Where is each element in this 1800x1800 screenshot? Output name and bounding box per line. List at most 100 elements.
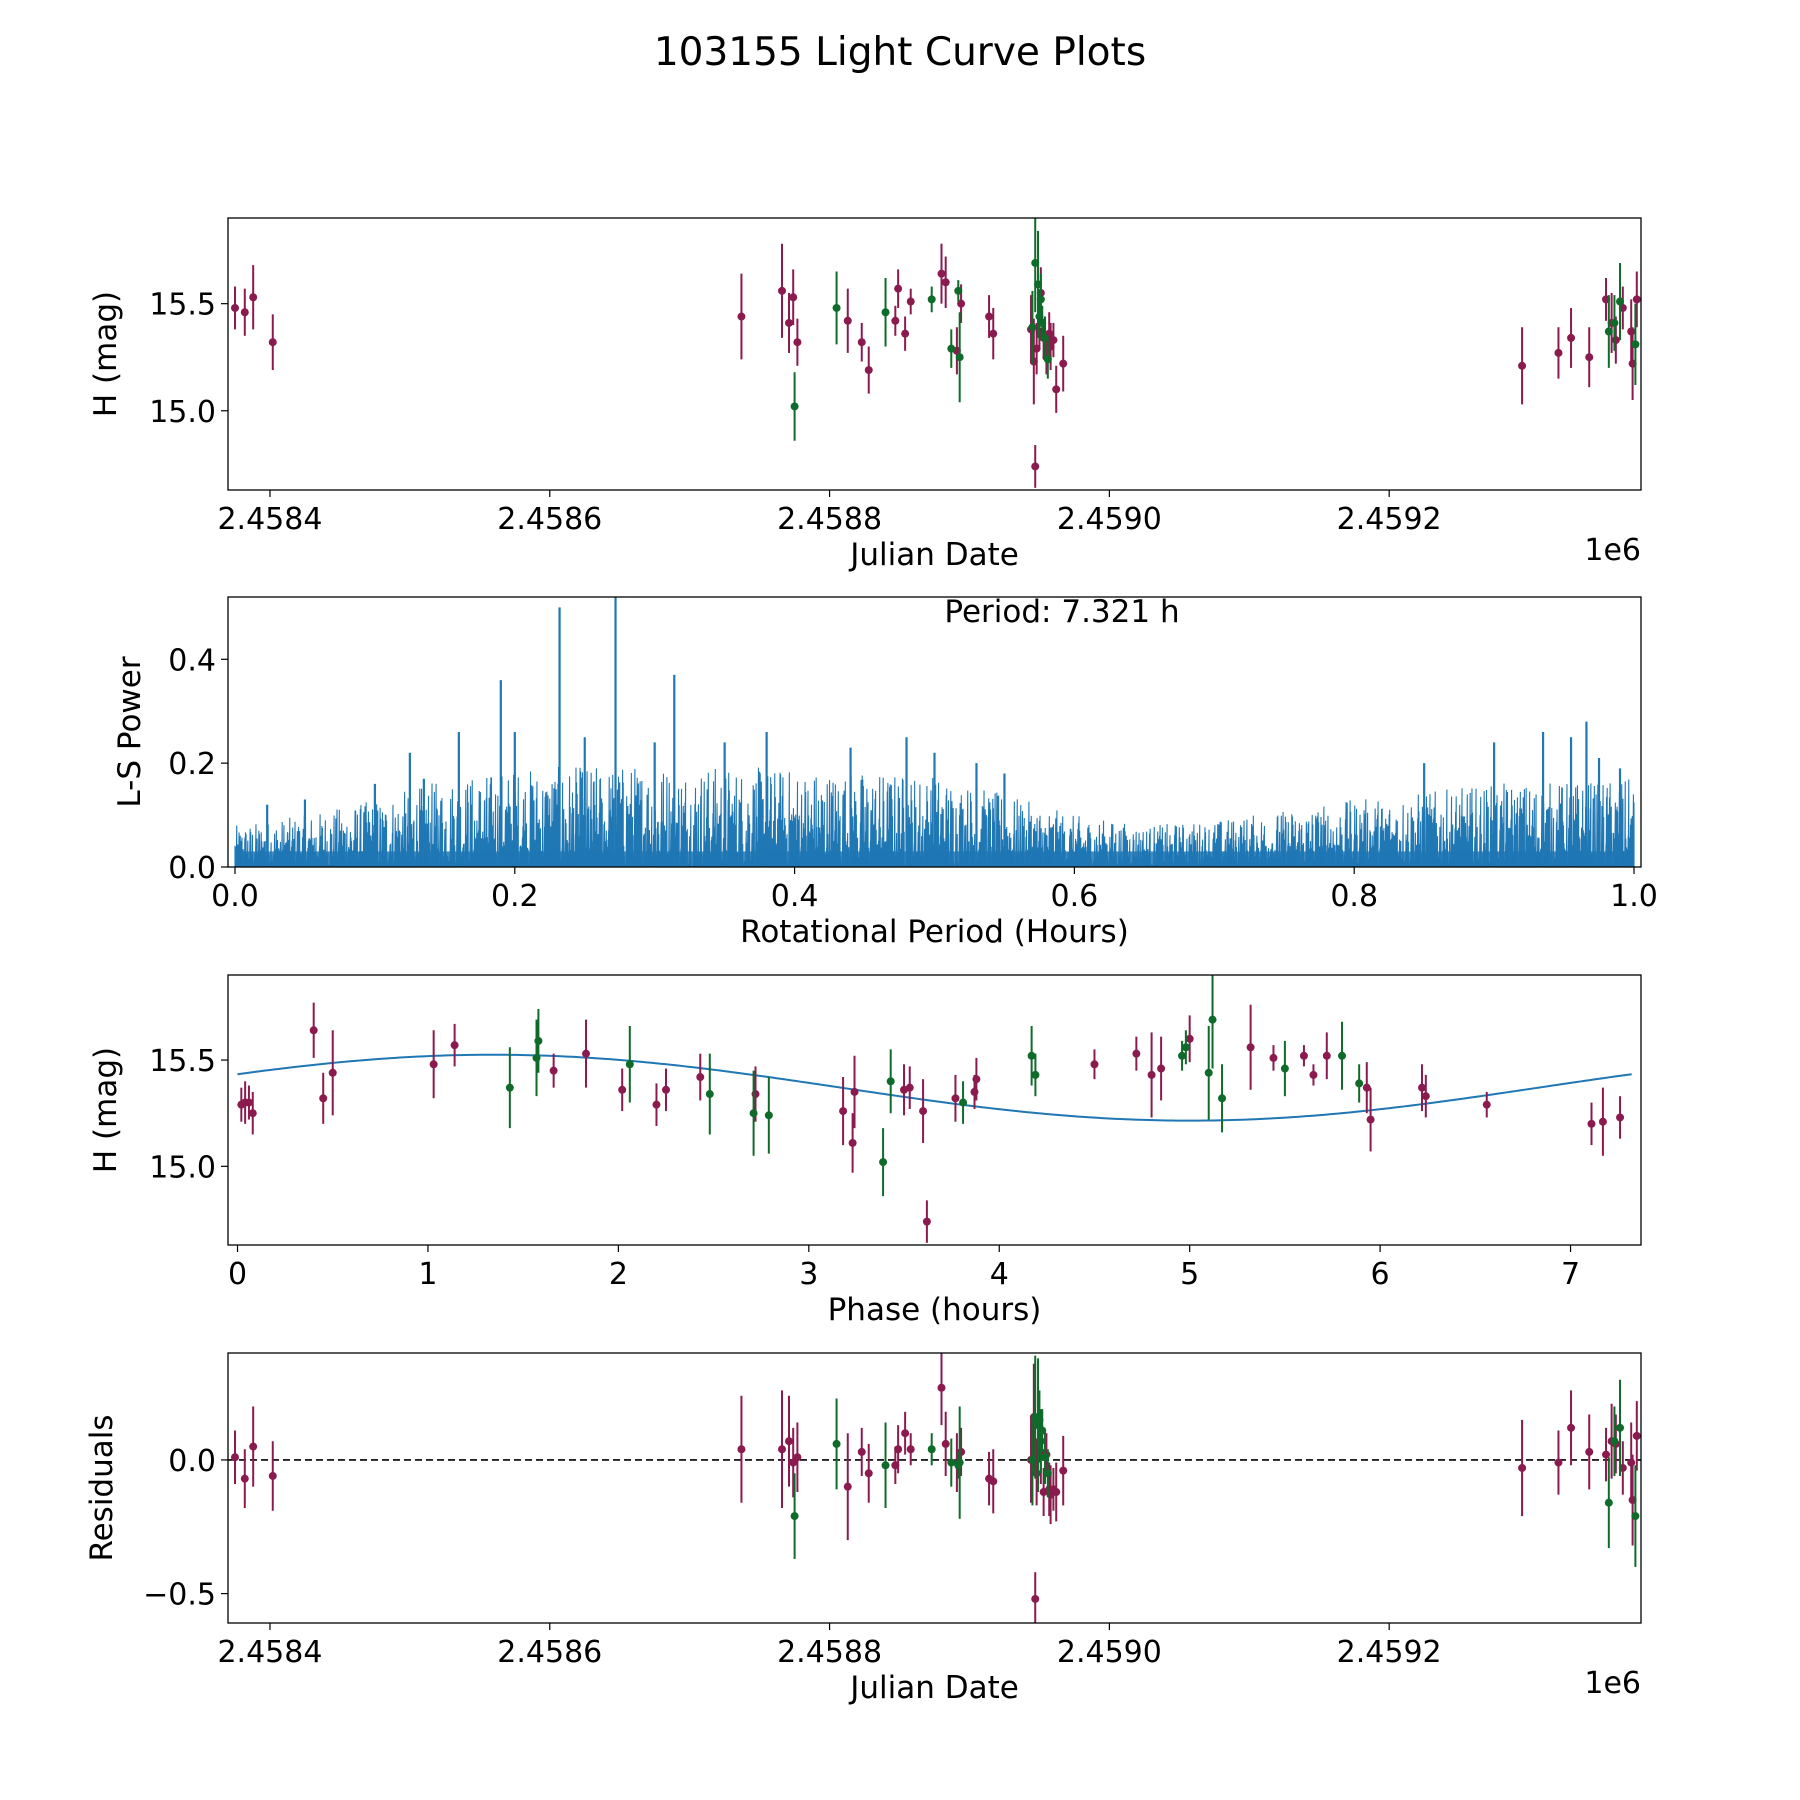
y-tick-label: 0.0 xyxy=(168,851,216,886)
x-tick-label: 7 xyxy=(1561,1257,1580,1292)
data-point xyxy=(1602,1450,1611,1459)
plot-frame xyxy=(227,974,1642,1246)
data-point xyxy=(1322,1051,1331,1060)
data-point xyxy=(1031,1070,1040,1079)
data-point xyxy=(1567,333,1576,342)
data-point xyxy=(1610,1437,1619,1446)
data-point xyxy=(839,1107,848,1116)
data-point xyxy=(309,1026,318,1035)
data-point xyxy=(857,338,866,347)
x-offset-label: 1e6 xyxy=(1584,1666,1641,1701)
data-point xyxy=(1632,1431,1641,1440)
data-point xyxy=(927,295,936,304)
data-point xyxy=(1587,1119,1596,1128)
data-point xyxy=(1627,1458,1636,1467)
data-point xyxy=(790,402,799,411)
y-tick-label: 0.4 xyxy=(168,643,216,678)
x-tick-label: 0.6 xyxy=(1051,879,1099,914)
data-point xyxy=(549,1066,558,1075)
y-tick-label: 15.0 xyxy=(149,1150,216,1185)
data-point xyxy=(1604,1498,1613,1507)
data-point xyxy=(955,353,964,362)
data-point xyxy=(959,1098,968,1107)
data-point xyxy=(1616,1423,1625,1432)
data-point xyxy=(901,1429,910,1438)
data-point xyxy=(957,299,966,308)
data-point xyxy=(1208,1015,1217,1024)
x-axis-label: Julian Date xyxy=(848,537,1019,573)
data-point xyxy=(947,344,956,353)
data-point xyxy=(249,1442,258,1451)
data-point xyxy=(879,1158,888,1167)
data-point xyxy=(927,1445,936,1454)
x-axis-label: Phase (hours) xyxy=(828,1292,1042,1328)
x-axis-label: Rotational Period (Hours) xyxy=(740,914,1129,950)
plot-frame xyxy=(227,596,1642,868)
data-point xyxy=(832,303,841,312)
data-point xyxy=(1032,1469,1041,1478)
x-tick-label: 2.4586 xyxy=(497,1635,602,1670)
data-point xyxy=(505,1083,514,1092)
y-tick-label: −0.5 xyxy=(143,1578,216,1613)
y-tick-label: 0.2 xyxy=(168,747,216,782)
data-point xyxy=(1204,1068,1213,1077)
x-axis-label: Julian Date xyxy=(848,1670,1019,1706)
x-tick-label: 0.2 xyxy=(491,879,539,914)
x-tick-label: 2.4588 xyxy=(777,502,882,537)
residuals-panel: 2.4584 2.4586 2.4588 2.4590 2.4592 −0.5 0.0 Jul… xyxy=(84,1352,1642,1706)
data-point xyxy=(1518,1463,1527,1472)
x-tick-label: 0.8 xyxy=(1330,879,1378,914)
data-point xyxy=(1632,295,1641,304)
data-point xyxy=(705,1090,714,1099)
data-point xyxy=(1178,1051,1187,1060)
data-point xyxy=(989,329,998,338)
data-point xyxy=(1031,1594,1040,1603)
data-point xyxy=(534,1036,543,1045)
data-point xyxy=(1338,1051,1347,1060)
data-point xyxy=(886,1077,895,1086)
data-point xyxy=(832,1439,841,1448)
x-tick-label: 2.4592 xyxy=(1337,502,1442,537)
data-point xyxy=(1585,1447,1594,1456)
data-point xyxy=(737,1445,746,1454)
data-point xyxy=(1049,336,1058,345)
data-point xyxy=(1036,295,1045,304)
data-point xyxy=(941,278,950,287)
data-point xyxy=(785,318,794,327)
y-axis-label: L-S Power xyxy=(112,656,148,807)
data-point xyxy=(1269,1053,1278,1062)
data-point xyxy=(922,1217,931,1226)
data-point xyxy=(793,338,802,347)
data-point xyxy=(1610,318,1619,327)
data-point xyxy=(1280,1064,1289,1073)
data-point xyxy=(240,1474,249,1483)
data-point xyxy=(1041,333,1050,342)
data-point xyxy=(429,1060,438,1069)
data-point xyxy=(1309,1070,1318,1079)
data-point xyxy=(843,316,852,325)
data-point xyxy=(230,303,239,312)
periodogram-panel: Period: 7.321 h 0.0 0.2 0.4 0.6 0.8 1.0 0.0 0.2 0… xyxy=(112,594,1658,950)
model-fit-curve xyxy=(237,1053,1632,1122)
y-tick-label: 0.0 xyxy=(168,1444,216,1479)
x-tick-label: 2.4592 xyxy=(1337,1635,1442,1670)
data-point xyxy=(1585,353,1594,362)
plot-area xyxy=(237,975,1632,1243)
data-point xyxy=(1052,1488,1061,1497)
data-point xyxy=(906,297,915,306)
data-point xyxy=(1043,1469,1052,1478)
data-point xyxy=(328,1068,337,1077)
data-point xyxy=(850,1087,859,1096)
data-point xyxy=(901,329,910,338)
data-point xyxy=(1028,323,1037,332)
data-point xyxy=(947,1458,956,1467)
period-annotation: Period: 7.321 h xyxy=(944,594,1179,630)
data-point xyxy=(857,1447,866,1456)
x-tick-label: 1 xyxy=(418,1257,437,1292)
x-tick-label: 2.4584 xyxy=(217,1635,322,1670)
data-point xyxy=(1052,385,1061,394)
data-point xyxy=(450,1041,459,1050)
data-point xyxy=(1627,327,1636,336)
data-point xyxy=(1043,355,1052,364)
data-point xyxy=(985,312,994,321)
